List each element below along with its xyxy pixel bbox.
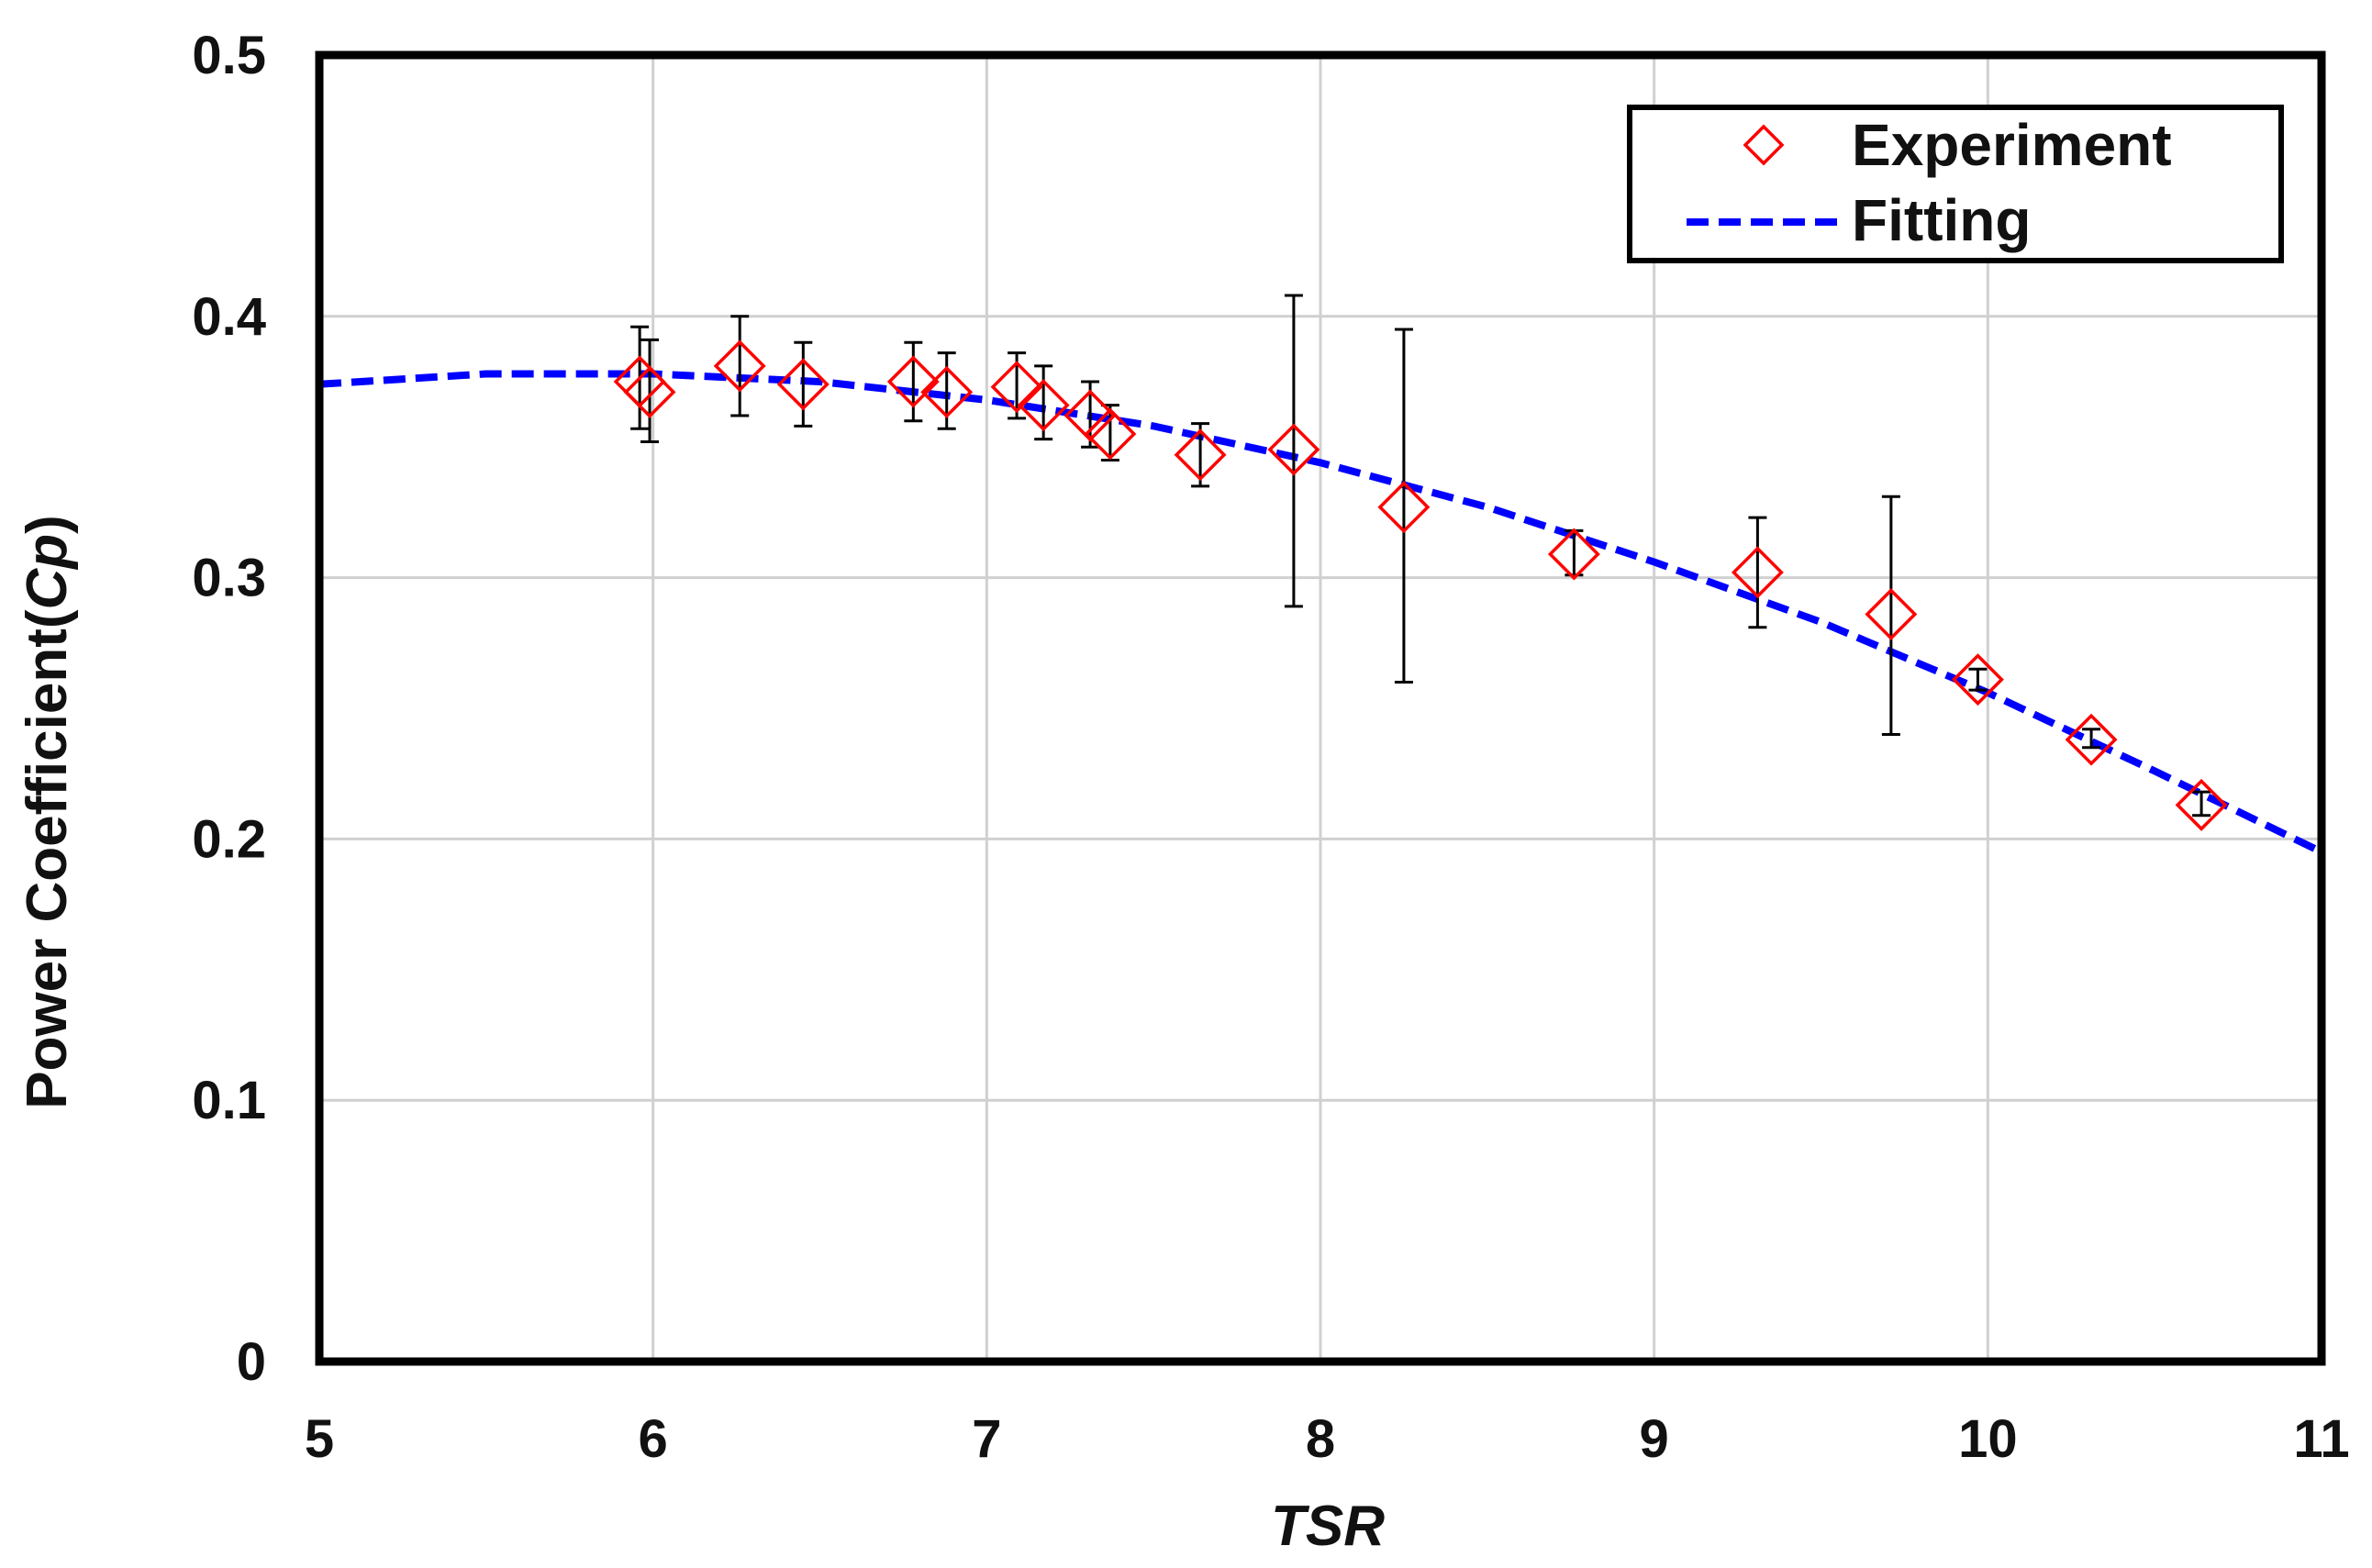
y-tick-label: 0.2 [192,809,266,869]
experiment-point [1547,528,1600,581]
x-tick-label: 6 [639,1409,668,1469]
y-tick-label: 0.5 [192,26,266,85]
grid [319,55,2322,1362]
experiment-point [1084,407,1137,461]
y-tick-label: 0.3 [192,549,266,608]
x-tick-label: 11 [2293,1409,2349,1469]
experiment-point [990,361,1043,414]
x-tick-label: 5 [305,1409,334,1469]
plot-frame [315,50,2326,1366]
y-tick-label: 0.1 [192,1071,266,1130]
legend-box [1627,105,2284,263]
y-tick-label: 0 [237,1332,266,1392]
x-tick-label: 7 [972,1409,1001,1469]
experiment-point [1017,379,1070,432]
experiment-point [776,358,830,411]
legend: Experiment Fitting [1627,105,2284,263]
experiment-point [920,365,974,418]
legend-experiment-label: Experiment [1852,112,2172,178]
experiment-point [623,365,676,418]
legend-fitting-label: Fitting [1852,187,2031,253]
experiment-point [1174,428,1227,482]
x-tick-label: 10 [1958,1409,2018,1469]
experiment-point [2065,713,2118,766]
experiment-point [1865,587,1918,640]
y-tick-label: 0.4 [192,287,266,347]
experiment-point [1267,423,1320,476]
experiment-point [1377,481,1431,534]
y-axis-title: Power Coefficient(Cp) [16,515,79,1109]
x-axis-title: TSR [1271,1495,1385,1558]
legend-experiment-marker [1743,124,1785,166]
x-tick-labels: 5 6 7 8 9 10 11 [305,1409,2350,1469]
error-bars [630,294,2211,817]
experiment-point [1951,653,2004,706]
experiment-series [613,339,2228,831]
experiment-point [1731,546,1784,599]
experiment-point [886,355,940,408]
y-tick-labels: 0 0.1 0.2 0.3 0.4 0.5 [192,26,266,1392]
x-tick-label: 9 [1640,1409,1669,1469]
experiment-point [2175,778,2228,831]
experiment-point [713,339,766,393]
x-tick-label: 8 [1306,1409,1335,1469]
